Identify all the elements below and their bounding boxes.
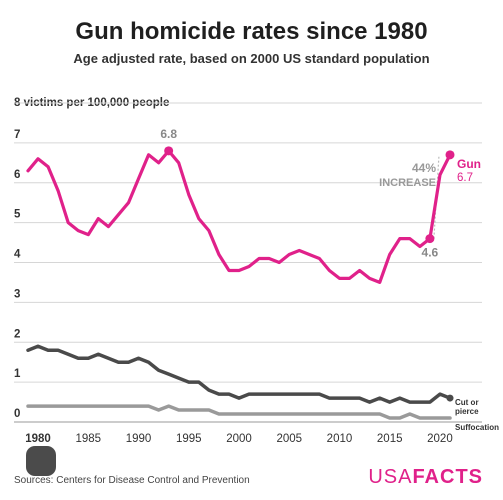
x-tick-label: 2000 xyxy=(226,433,252,445)
source-note: Sources: Centers for Disease Control and… xyxy=(14,475,250,486)
y-tick-label: 6 xyxy=(14,169,20,181)
y-tick-label: 0 xyxy=(14,408,20,420)
suffocation-series-label: Suffocation xyxy=(455,423,499,432)
low-label: 4.6 xyxy=(422,246,439,260)
x-tick-label: 1980 xyxy=(25,433,51,445)
x-tick-label: 1995 xyxy=(176,433,202,445)
gun-end-marker xyxy=(445,150,455,160)
low-marker xyxy=(425,234,435,244)
y-tick-label: 2 xyxy=(14,328,20,340)
series-line-gun xyxy=(26,149,452,284)
x-tick-label: 2015 xyxy=(377,433,403,445)
cut-end-marker xyxy=(446,394,454,402)
peak-label: 6.8 xyxy=(160,127,177,141)
y-tick-label: 1 xyxy=(14,368,21,380)
brand-logo-facts: FACTS xyxy=(412,466,483,488)
chart-subtitle: Age adjusted rate, based on 2000 US stan… xyxy=(73,51,430,66)
chart-title: Gun homicide rates since 1980 xyxy=(75,18,428,45)
increase-percent-label: 44% xyxy=(412,161,436,175)
series-line-suffocation xyxy=(26,404,452,420)
gun-series-label: Gun xyxy=(457,157,481,171)
series-line-cut-or-pierce xyxy=(26,344,452,404)
cut-series-label-line1: Cut or xyxy=(455,398,479,407)
x-tick-label: 1985 xyxy=(75,433,101,445)
cut-series-label-line2: pierce xyxy=(455,407,479,416)
x-tick-label: 2020 xyxy=(427,433,453,445)
y-tick-label: 4 xyxy=(14,249,21,261)
brand-logo: USAFACTS xyxy=(368,466,483,489)
image-thumbnail-icon xyxy=(26,446,56,476)
peak-marker xyxy=(164,146,174,156)
x-tick-label: 2005 xyxy=(276,433,302,445)
y-tick-label: 3 xyxy=(14,288,20,300)
y-tick-label: 5 xyxy=(14,209,21,221)
y-tick-label: 7 xyxy=(14,129,20,141)
gun-end-value-label: 6.7 xyxy=(457,172,473,184)
x-tick-label: 2010 xyxy=(327,433,353,445)
increase-text-label: INCREASE xyxy=(379,177,436,189)
brand-logo-usa: USA xyxy=(368,466,413,488)
x-tick-label: 1990 xyxy=(126,433,152,445)
